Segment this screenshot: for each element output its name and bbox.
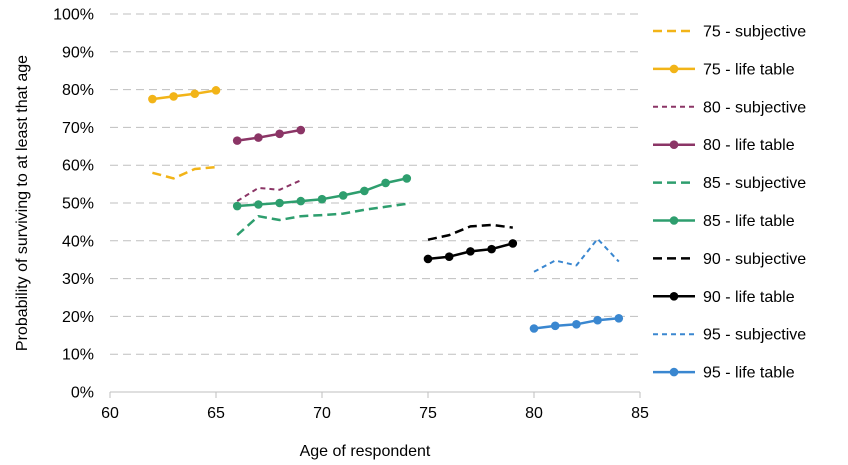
data-point <box>466 247 475 256</box>
legend-label: 80 - life table <box>703 137 795 154</box>
legend-label: 85 - life table <box>703 213 795 230</box>
plot-series <box>148 86 624 333</box>
legend-entry: 80 - subjective <box>653 99 806 116</box>
series-line <box>237 128 302 142</box>
legend-entry: 90 - life table <box>653 289 795 306</box>
x-tick-label: 75 <box>419 405 437 422</box>
series-line <box>152 165 217 180</box>
data-point <box>190 89 200 99</box>
legend-marker <box>669 367 679 377</box>
data-point <box>211 86 221 95</box>
legend-marker <box>669 292 679 301</box>
legend-label: 85 - subjective <box>703 175 806 192</box>
series-line <box>236 179 302 202</box>
series-5 <box>232 174 412 211</box>
x-axis-title: Age of respondent <box>300 443 431 460</box>
data-point <box>529 324 539 333</box>
y-axis-ticks: 0% 10% 20% 30% 40% 50% 60% 70% 80% 90% 100% <box>53 7 94 402</box>
y-axis-title: Probability of surviving to at least tha… <box>14 55 31 351</box>
legend-entry: 75 - life table <box>653 61 795 78</box>
legend-entry: 85 - subjective <box>653 175 806 192</box>
series-line <box>533 237 620 273</box>
legend-entry: 75 - subjective <box>653 24 806 41</box>
series-2 <box>236 179 302 202</box>
y-tick-label: 70% <box>62 120 94 137</box>
data-point <box>296 196 306 206</box>
legend: 75 - subjective 75 - life table 80 - subje… <box>653 24 806 382</box>
legend-marker <box>669 216 679 225</box>
series-7 <box>423 239 518 264</box>
data-point <box>487 244 496 254</box>
legend-entry: 85 - life table <box>653 213 795 230</box>
x-tick-label: 70 <box>313 405 331 422</box>
data-point <box>317 194 327 204</box>
data-point <box>232 136 242 145</box>
legend-label: 95 - subjective <box>703 327 806 344</box>
data-point <box>296 125 306 135</box>
y-tick-label: 0% <box>71 385 94 402</box>
legend-marker <box>669 140 679 149</box>
y-tick-label: 20% <box>62 309 94 326</box>
series-line <box>152 89 217 101</box>
data-point <box>402 174 412 183</box>
legend-label: 90 - subjective <box>703 251 806 268</box>
data-point <box>275 198 284 208</box>
y-tick-label: 10% <box>62 347 94 364</box>
legend-marker <box>669 64 679 74</box>
legend-entry: 80 - life table <box>653 137 795 154</box>
data-point <box>381 178 390 188</box>
data-point <box>254 200 263 209</box>
data-point <box>169 92 178 101</box>
data-point <box>593 315 602 325</box>
data-point <box>423 254 433 264</box>
y-tick-label: 50% <box>62 196 94 213</box>
series-line <box>236 202 407 237</box>
legend-label: 95 - life table <box>703 365 795 382</box>
legend-label: 75 - life table <box>703 61 795 78</box>
data-point <box>275 129 284 139</box>
y-tick-label: 80% <box>62 82 94 99</box>
gridlines <box>110 13 640 393</box>
x-tick-label: 85 <box>631 405 649 422</box>
series-8 <box>533 237 620 273</box>
x-tick-label: 80 <box>525 405 543 422</box>
series-line <box>427 223 513 241</box>
data-point <box>572 320 581 329</box>
x-tick-label: 65 <box>207 405 225 422</box>
data-point <box>254 133 263 142</box>
series-9 <box>529 313 624 333</box>
y-tick-label: 30% <box>62 271 94 288</box>
legend-label: 75 - subjective <box>703 24 806 41</box>
data-point <box>232 201 242 211</box>
y-tick-label: 60% <box>62 158 94 175</box>
y-tick-label: 90% <box>62 44 94 61</box>
data-point <box>508 239 518 248</box>
series-6 <box>427 223 513 241</box>
series-4 <box>236 202 407 237</box>
x-axis-ticks: 60 65 70 75 80 85 <box>101 392 649 422</box>
series-0 <box>152 165 217 180</box>
legend-entry: 95 - subjective <box>653 327 806 344</box>
legend-label: 90 - life table <box>703 289 795 306</box>
legend-entry: 95 - life table <box>653 365 795 382</box>
legend-entry: 90 - subjective <box>653 251 806 268</box>
data-point <box>338 191 348 200</box>
series-1 <box>148 86 221 104</box>
y-tick-label: 40% <box>62 233 94 250</box>
data-point <box>148 94 157 104</box>
legend-label: 80 - subjective <box>703 99 806 116</box>
series-3 <box>232 125 306 145</box>
data-point <box>444 252 454 261</box>
x-tick-label: 60 <box>101 405 119 422</box>
data-point <box>550 321 560 331</box>
data-point <box>614 313 624 323</box>
data-point <box>360 186 369 196</box>
y-tick-label: 100% <box>53 7 94 24</box>
